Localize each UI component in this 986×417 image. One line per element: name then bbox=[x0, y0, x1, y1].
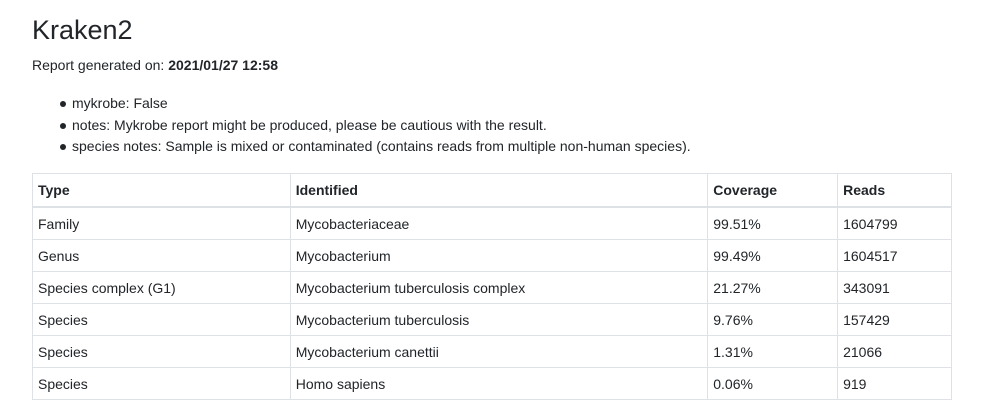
cell-coverage: 1.31% bbox=[707, 335, 839, 368]
cell-coverage: 99.49% bbox=[707, 239, 839, 272]
notes-list: mykrobe: False notes: Mykrobe report mig… bbox=[32, 93, 691, 158]
header-identified: Identified bbox=[289, 173, 709, 208]
cell-identified: Mycobacteriaceae bbox=[289, 206, 709, 240]
table-row: Family Mycobacteriaceae 99.51% 1604799 bbox=[32, 206, 952, 240]
cell-reads: 157429 bbox=[837, 303, 952, 336]
header-type: Type bbox=[32, 173, 291, 208]
cell-type: Species complex (G1) bbox=[32, 271, 291, 304]
generated-label: Report generated on: bbox=[32, 57, 165, 73]
cell-reads: 21066 bbox=[837, 335, 952, 368]
table-row: Species Mycobacterium tuberculosis 9.76%… bbox=[32, 303, 952, 336]
table-row: Species complex (G1) Mycobacterium tuber… bbox=[32, 271, 952, 304]
generated-timestamp: 2021/01/27 12:58 bbox=[168, 57, 278, 73]
cell-identified: Mycobacterium bbox=[289, 239, 709, 272]
table-row: Species Homo sapiens 0.06% 919 bbox=[32, 367, 952, 400]
cell-identified: Mycobacterium tuberculosis bbox=[289, 303, 709, 336]
cell-identified: Mycobacterium canettii bbox=[289, 335, 709, 368]
cell-type: Family bbox=[32, 206, 291, 240]
cell-type: Species bbox=[32, 367, 291, 400]
table-header-row: Type Identified Coverage Reads bbox=[32, 173, 952, 208]
cell-identified: Mycobacterium tuberculosis complex bbox=[289, 271, 709, 304]
header-coverage: Coverage bbox=[707, 173, 839, 208]
table-row: Genus Mycobacterium 99.49% 1604517 bbox=[32, 239, 952, 272]
cell-coverage: 99.51% bbox=[707, 206, 839, 240]
note-mykrobe: mykrobe: False bbox=[60, 93, 691, 115]
cell-reads: 1604799 bbox=[837, 206, 952, 240]
cell-coverage: 9.76% bbox=[707, 303, 839, 336]
table-row: Species Mycobacterium canettii 1.31% 210… bbox=[32, 335, 952, 368]
note-notes: notes: Mykrobe report might be produced,… bbox=[60, 115, 691, 137]
report-generated-line: Report generated on: 2021/01/27 12:58 bbox=[32, 56, 278, 74]
page-title: Kraken2 bbox=[32, 15, 133, 45]
cell-type: Genus bbox=[32, 239, 291, 272]
cell-coverage: 21.27% bbox=[707, 271, 839, 304]
header-reads: Reads bbox=[837, 173, 952, 208]
cell-type: Species bbox=[32, 335, 291, 368]
note-species-notes: species notes: Sample is mixed or contam… bbox=[60, 136, 691, 158]
cell-reads: 919 bbox=[837, 367, 952, 400]
kraken2-results-table: Type Identified Coverage Reads Family My… bbox=[32, 173, 952, 400]
cell-identified: Homo sapiens bbox=[289, 367, 709, 400]
cell-type: Species bbox=[32, 303, 291, 336]
cell-reads: 343091 bbox=[837, 271, 952, 304]
cell-coverage: 0.06% bbox=[707, 367, 839, 400]
cell-reads: 1604517 bbox=[837, 239, 952, 272]
